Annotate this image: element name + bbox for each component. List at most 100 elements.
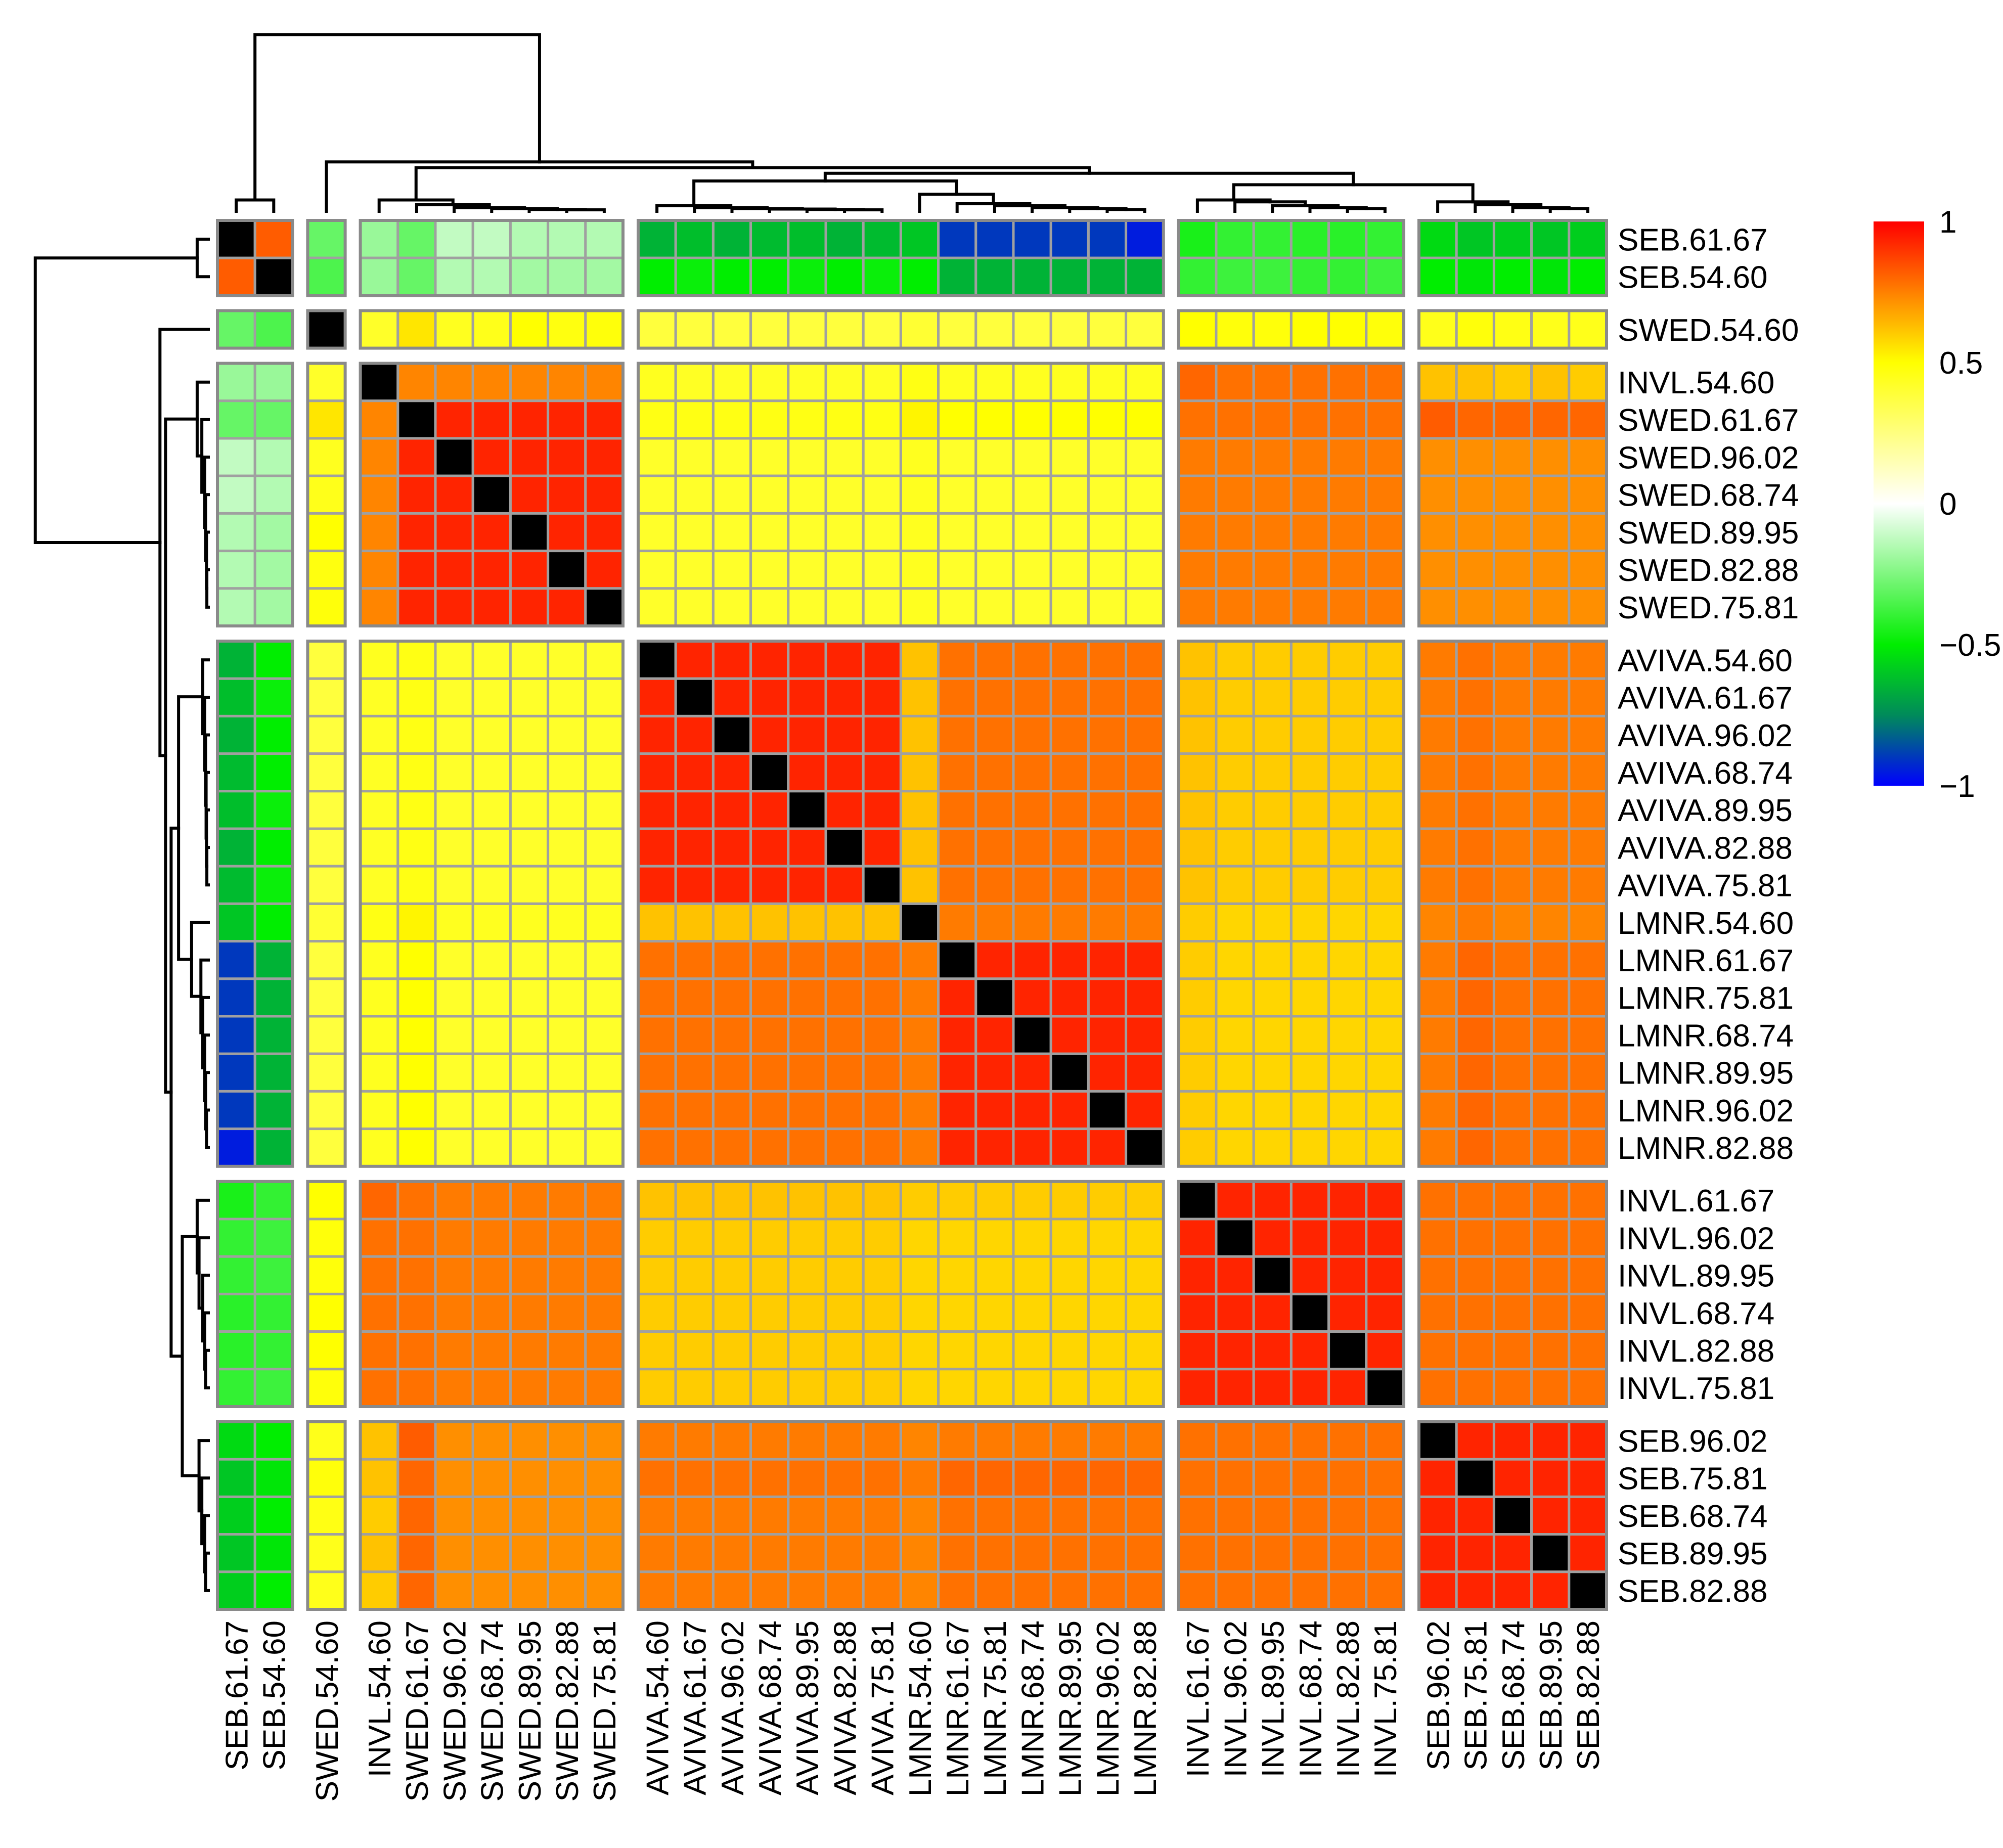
heatmap-cell [937,1255,977,1295]
heatmap-cell [1365,1128,1405,1168]
heatmap-cell [787,714,827,755]
heatmap-cell [1215,1015,1255,1055]
column-label: SEB.61.67 [219,1620,254,1770]
dendrogram-branch [169,826,184,1358]
heatmap-cell [1125,902,1165,943]
heatmap-cell [1568,256,1608,297]
heatmap-cell [1125,550,1165,590]
heatmap-cell [674,1570,715,1611]
heatmap-cell [584,474,625,515]
heatmap-cell [434,1292,474,1333]
heatmap-cell [1327,1292,1368,1333]
heatmap-cell [674,1533,715,1573]
heatmap-cell [1492,550,1533,590]
row-label: SWED.75.81 [1618,591,1799,625]
heatmap-cell [1327,437,1368,477]
heatmap-cell [1530,550,1571,590]
heatmap-cell [1215,790,1255,830]
heatmap-cell [216,550,256,590]
heatmap-cell [253,587,294,627]
heatmap-cell [1177,1052,1218,1093]
heatmap-cell [1492,790,1533,830]
row-label: INVL.54.60 [1618,366,1774,400]
heatmap-cell [1417,865,1458,905]
heatmap-cell [1417,640,1458,680]
column-label: AVIVA.75.81 [866,1620,901,1795]
heatmap-cell [674,309,715,350]
heatmap-cell [216,940,256,980]
heatmap-cell [1125,362,1165,402]
heatmap-cell [1215,437,1255,477]
cluster-borders [216,219,1608,1611]
heatmap-cell [1087,1533,1128,1573]
heatmap-cell [711,677,752,717]
heatmap-cell [637,1330,677,1371]
heatmap-cell [1252,256,1293,297]
heatmap-cell [509,865,550,905]
heatmap-cell [509,752,550,793]
heatmap-cell [471,1330,512,1371]
row-label: LMNR.54.60 [1618,906,1794,941]
heatmap-cell [711,550,752,590]
heatmap-cell [1049,1128,1090,1168]
heatmap-cell [396,902,437,943]
heatmap-cell [674,256,715,297]
heatmap-cell [1417,399,1458,440]
row-label: AVIVA.96.02 [1618,718,1793,753]
heatmap-cell [1289,550,1330,590]
heatmap-cell [547,1015,587,1055]
heatmap-cell [1417,1180,1458,1221]
heatmap-cell [1417,219,1458,259]
heatmap-cell [674,1330,715,1371]
heatmap-cell [1252,1292,1293,1333]
heatmap-cell [1087,512,1128,553]
heatmap-cell [824,752,865,793]
heatmap-cell [1177,1218,1218,1258]
heatmap-cell [1125,309,1165,350]
heatmap-cell [899,219,940,259]
heatmap-cell [306,940,347,980]
heatmap-cell [1049,1495,1090,1536]
heatmap-cell [1455,1180,1495,1221]
heatmap-cell [547,1180,587,1221]
heatmap-cell [1289,1090,1330,1131]
heatmap-cell [471,550,512,590]
heatmap-cell [1289,1368,1330,1408]
heatmap-cell [674,677,715,717]
heatmap-cell [1087,790,1128,830]
cluster-block-border [637,1180,1165,1409]
heatmap-cell [434,977,474,1018]
heatmap-cell [899,714,940,755]
heatmap-cell [1455,1570,1495,1611]
heatmap-cell [674,827,715,868]
heatmap-cell [1455,474,1495,515]
heatmap-cell [1568,790,1608,830]
heatmap-cell [1012,865,1052,905]
heatmap-cell [434,1495,474,1536]
heatmap-cell [306,1330,347,1371]
heatmap-cell [824,587,865,627]
heatmap-cell [509,1218,550,1258]
heatmap-cell [787,827,827,868]
heatmap-cell [1327,1420,1368,1461]
heatmap-cell [1252,362,1293,402]
heatmap-cell [899,1495,940,1536]
heatmap-cell [547,512,587,553]
heatmap-cell [899,512,940,553]
heatmap-cell [1087,309,1128,350]
heatmap-cell [1215,1533,1255,1573]
heatmap-cell [1049,1052,1090,1093]
heatmap-cell [1049,1015,1090,1055]
heatmap-cell [253,1128,294,1168]
heatmap-cell [547,714,587,755]
heatmap-cell [1125,640,1165,680]
heatmap-cell [674,1218,715,1258]
heatmap-cell [1289,1015,1330,1055]
column-label: SEB.89.95 [1534,1620,1569,1770]
heatmap-cell [359,362,399,402]
heatmap-cell [216,1090,256,1131]
row-label: INVL.75.81 [1618,1371,1774,1406]
heatmap-cell [509,1533,550,1573]
heatmap-cell [711,790,752,830]
